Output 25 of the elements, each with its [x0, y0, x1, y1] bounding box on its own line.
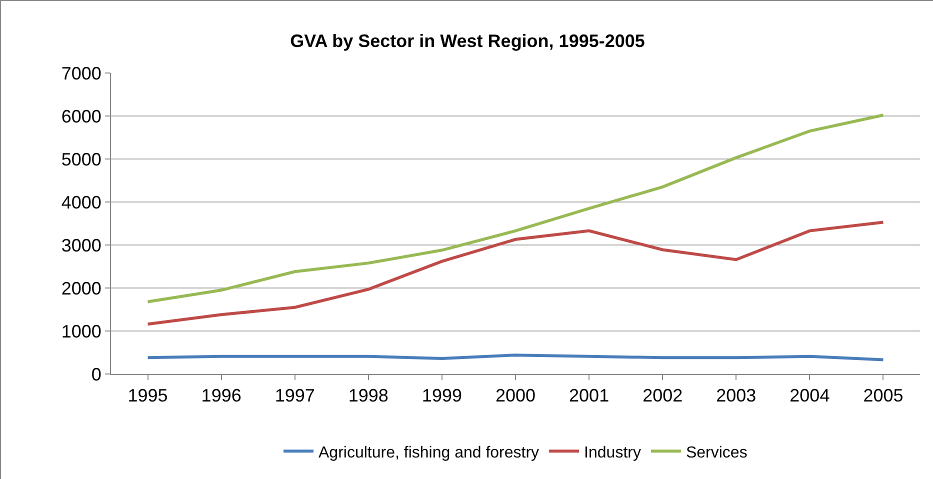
y-tick-label: 5000	[61, 149, 102, 170]
chart-title: GVA by Sector in West Region, 1995-2005	[290, 31, 645, 52]
legend-label: Agriculture, fishing and forestry	[318, 444, 540, 462]
y-tick-label: 6000	[61, 106, 102, 126]
x-tick-label: 1998	[348, 386, 388, 406]
x-tick-label: 1995	[128, 386, 168, 406]
y-tick-label: 7000	[61, 63, 102, 84]
y-tick-label: 1000	[61, 321, 102, 342]
x-tick-label: 1999	[422, 386, 462, 406]
line-series	[146, 114, 885, 304]
x-tick-label: 2001	[569, 386, 610, 406]
legend-label: Services	[686, 444, 748, 462]
line-series	[146, 220, 885, 326]
x-tick-label: 2003	[716, 386, 756, 406]
y-tick-label: 0	[91, 364, 102, 384]
x-tick-label: 2002	[642, 386, 683, 406]
y-tick-label: 3000	[61, 235, 102, 256]
x-tick-label: 1997	[274, 386, 315, 406]
x-tick-label: 1996	[201, 386, 242, 406]
legend-label: Industry	[584, 444, 641, 462]
x-tick-label: 2004	[790, 386, 830, 406]
x-tick-label: 2000	[495, 386, 536, 406]
y-tick-label: 4000	[61, 192, 102, 212]
y-tick-label: 2000	[61, 278, 102, 298]
x-tick-label: 2005	[863, 386, 904, 406]
